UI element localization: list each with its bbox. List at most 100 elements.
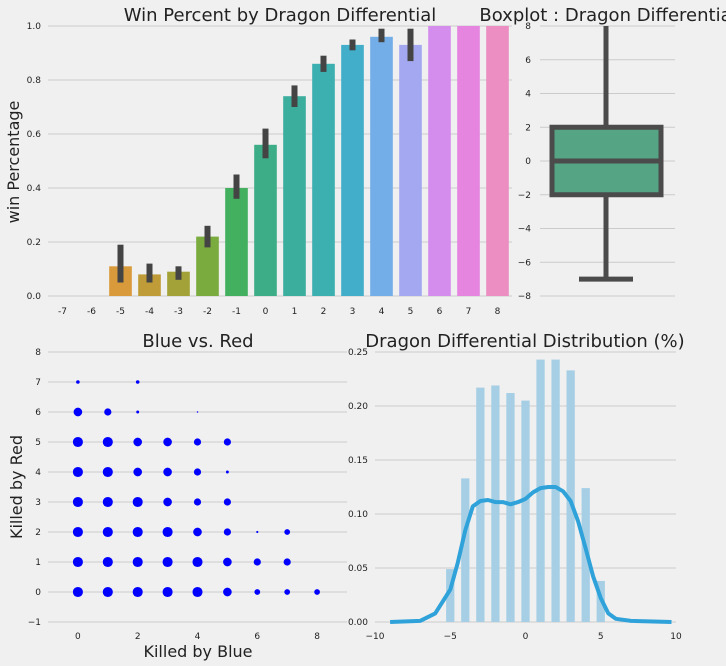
ytick-label: −1 — [28, 618, 41, 628]
xtick-label: -5 — [116, 307, 125, 317]
scatter-point — [136, 410, 140, 414]
scatter-point — [72, 466, 83, 478]
ytick-label: 0.0 — [27, 292, 42, 302]
bar — [457, 26, 480, 296]
scatter-point — [284, 589, 291, 595]
xtick-label: 6 — [254, 632, 260, 642]
scatter-point — [196, 411, 199, 413]
ytick-label: 0.05 — [348, 564, 368, 574]
scatter-point — [76, 380, 80, 384]
scatter-point — [102, 556, 113, 568]
xtick-label: 4 — [379, 307, 385, 317]
xtick-label: 3 — [350, 307, 356, 317]
histogram-bar — [521, 400, 530, 622]
ytick-label: 0.20 — [348, 402, 368, 412]
histogram-bar — [536, 359, 545, 622]
blue-vs-red-title: Blue vs. Red — [142, 331, 253, 352]
bar — [167, 271, 190, 296]
xtick-label: 8 — [495, 307, 501, 317]
bar — [428, 26, 451, 296]
xtick-label: 2 — [321, 307, 327, 317]
scatter-point — [223, 587, 232, 597]
scatter-point — [73, 407, 83, 417]
kde-line — [390, 485, 672, 624]
xtick-label: −10 — [366, 632, 385, 642]
xtick-label: -3 — [174, 307, 183, 317]
xtick-label: 10 — [670, 632, 682, 642]
scatter-point — [102, 466, 113, 478]
distribution-chart: 0.25 0.20 0.15 0.10 0.05 0.00 −10 −5 0 5 10 — [348, 348, 682, 642]
scatter-point — [314, 589, 320, 595]
scatter-point — [193, 468, 202, 476]
xtick-label: 1 — [292, 307, 298, 317]
ytick-label: 4 — [525, 90, 531, 100]
histogram-bar — [506, 393, 515, 622]
ytick-label: 6 — [525, 56, 531, 66]
histogram-bar — [566, 370, 575, 622]
bar — [254, 144, 277, 296]
xtick-label: 5 — [408, 307, 414, 317]
xtick-label: 7 — [466, 307, 472, 317]
blue-vs-red-ylabel: Killed by Red — [7, 435, 26, 539]
bar — [370, 36, 393, 297]
xtick-label: −5 — [444, 632, 457, 642]
ytick-label: 0.10 — [348, 510, 368, 520]
scatter-point — [133, 437, 143, 447]
scatter-point — [72, 556, 83, 568]
ytick-label: −4 — [518, 225, 532, 235]
histogram-bar — [551, 359, 560, 622]
bar — [283, 96, 306, 296]
ytick-label: 7 — [35, 378, 41, 388]
bar — [486, 26, 509, 296]
win-percent-chart: 0.0 0.2 0.4 0.6 0.8 1.0 -7 -6 -5 -4 -3 -2 -1 0 1 2 3 4 5 6 7… — [27, 22, 512, 317]
histogram-bar — [461, 478, 470, 622]
ytick-label: 8 — [525, 22, 531, 32]
blue-vs-red-xlabel: Killed by Blue — [143, 642, 252, 661]
scatter-point — [163, 497, 172, 507]
bar — [196, 236, 219, 296]
scatter-point — [102, 586, 113, 598]
scatter-point — [256, 530, 259, 534]
xtick-label: -2 — [203, 307, 212, 317]
ytick-label: 0.25 — [348, 348, 368, 358]
win-percent-ylabel: win Percentage — [4, 101, 23, 224]
ytick-label: −8 — [518, 292, 532, 302]
scatter-point — [193, 438, 202, 446]
ytick-label: 2 — [35, 528, 41, 538]
ytick-label: 0 — [525, 157, 531, 167]
scatter-point — [72, 436, 83, 448]
boxplot-chart: 8 6 4 2 0 −2 −4 −6 −8 — [518, 22, 675, 302]
scatter-point — [283, 558, 291, 566]
scatter-point — [102, 436, 113, 448]
ytick-label: 0.2 — [27, 238, 41, 248]
scatter-point — [72, 586, 83, 598]
scatter-point — [193, 498, 202, 506]
ytick-label: −2 — [518, 191, 531, 201]
scatter-point — [193, 527, 202, 537]
blue-vs-red-chart: 8 7 6 5 4 3 2 1 0 −1 0 2 4 6 8 — [28, 348, 347, 642]
bar — [399, 44, 422, 297]
scatter-point — [162, 526, 173, 538]
scatter-point — [225, 470, 229, 474]
scatter-point — [104, 408, 112, 416]
distribution-title: Dragon Differential Distribution (%) — [365, 331, 684, 352]
ytick-label: 4 — [35, 468, 41, 478]
scatter-point — [162, 556, 173, 568]
bar — [225, 188, 248, 296]
ytick-label: 1 — [35, 558, 41, 568]
ytick-label: 0.4 — [27, 184, 42, 194]
scatter-point — [135, 380, 140, 384]
scatter-point — [254, 589, 261, 595]
scatter-point — [102, 496, 113, 508]
xtick-label: -7 — [58, 307, 67, 317]
ytick-label: 8 — [35, 348, 41, 358]
ytick-label: 0.6 — [27, 130, 42, 140]
xtick-label: 6 — [437, 307, 443, 317]
bar — [341, 44, 364, 297]
scatter-point — [132, 526, 143, 538]
scatter-point — [72, 526, 83, 538]
xtick-label: 0 — [263, 307, 269, 317]
ytick-label: 0.00 — [348, 618, 368, 628]
scatter-point — [133, 467, 143, 477]
